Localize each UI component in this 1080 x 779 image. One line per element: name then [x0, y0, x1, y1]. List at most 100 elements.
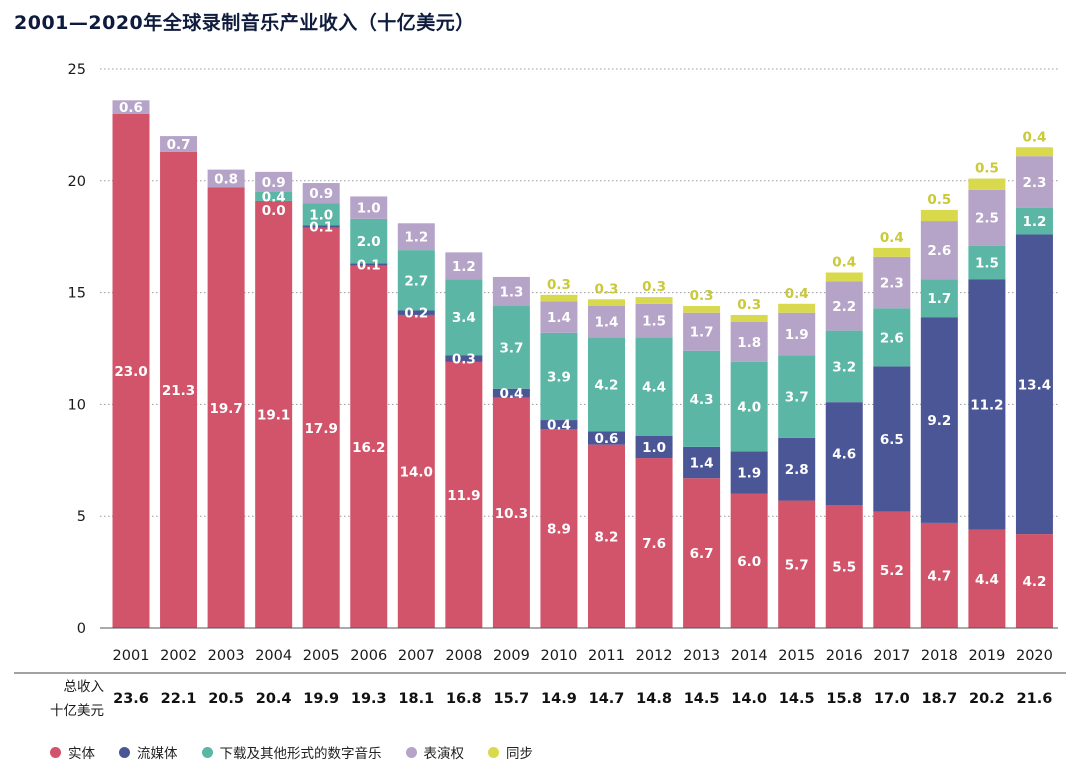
bar-segment	[350, 263, 388, 266]
bar-segment	[588, 299, 625, 307]
data-label: 6.0	[737, 554, 761, 570]
x-tick-label: 2003	[208, 648, 245, 664]
legend-item: 表演权	[405, 742, 465, 762]
bar-segment	[540, 420, 578, 429]
bar-segment	[778, 355, 816, 438]
data-label: 0.6	[595, 431, 619, 447]
bar-segment	[635, 458, 673, 628]
bars	[112, 100, 1053, 629]
data-label: 8.9	[547, 521, 571, 537]
legend-item: 实体	[50, 742, 95, 762]
total-value: 15.7	[494, 691, 530, 707]
total-value: 14.8	[636, 691, 672, 707]
x-tick-label: 2016	[826, 648, 863, 664]
x-tick-label: 2019	[968, 648, 1005, 664]
legend-swatch	[201, 746, 213, 758]
data-label: 2.5	[975, 211, 999, 227]
legend-swatch	[50, 746, 61, 758]
bar-segment	[255, 191, 293, 201]
bar-segment	[730, 493, 768, 628]
total-value: 15.8	[826, 691, 862, 707]
bar-segment	[492, 306, 530, 389]
data-label: 0.0	[262, 203, 286, 219]
bar-segment	[350, 265, 388, 628]
bar-segment	[540, 301, 578, 333]
total-value: 18.1	[398, 691, 434, 707]
total-value: 17.0	[874, 691, 910, 707]
data-label: 2.8	[785, 462, 809, 478]
bar-segment	[255, 171, 293, 192]
bar-segment	[588, 337, 625, 432]
bar-segment	[683, 478, 721, 628]
bar-segment	[873, 511, 911, 628]
data-label: 0.3	[595, 281, 619, 297]
data-label: 16.2	[352, 440, 385, 456]
total-value: 14.5	[779, 691, 815, 707]
bar-segment	[540, 294, 578, 302]
bar-segment	[492, 276, 530, 307]
legend-label: 表演权	[423, 746, 465, 762]
bar-segment	[588, 306, 625, 338]
bar-segment	[635, 303, 673, 338]
data-label: 5.2	[880, 563, 904, 579]
bar-segment	[920, 279, 958, 318]
bar-segment	[588, 444, 625, 628]
data-label: 0.5	[975, 161, 999, 177]
bar-segment	[302, 203, 340, 226]
chart-title: 2001—2020年全球录制音乐产业收入（十亿美元）	[14, 12, 475, 34]
total-value: 18.7	[921, 691, 957, 707]
x-tick-label: 2018	[921, 648, 958, 664]
bar-segment	[825, 330, 863, 403]
data-label: 0.1	[309, 220, 333, 236]
bar-segment	[778, 312, 816, 356]
total-value: 20.5	[208, 691, 244, 707]
data-label: 5.5	[832, 560, 856, 576]
data-label: 11.9	[447, 488, 480, 504]
bar-segment	[302, 183, 340, 204]
data-label: 21.3	[162, 383, 195, 399]
data-label: 0.2	[404, 306, 428, 322]
data-label: 10.3	[495, 506, 528, 522]
total-value: 14.0	[731, 691, 767, 707]
bar-segment	[445, 355, 483, 362]
axes: 0 5 10 15 20 25 2001 2002 2003 2004 2005 2006 2007 20…	[68, 62, 1058, 664]
data-label: 1.2	[404, 230, 428, 246]
x-tick-label: 2008	[445, 648, 482, 664]
bar-segment	[968, 529, 1006, 628]
bar-segment	[207, 187, 245, 628]
data-label: 2.7	[404, 273, 428, 289]
bar-segment	[683, 446, 721, 479]
bar-segment	[730, 451, 768, 494]
data-label: 0.4	[499, 386, 523, 402]
bar-segment	[1015, 207, 1053, 235]
legend-swatch	[488, 746, 499, 758]
bar-segment	[968, 279, 1006, 530]
bar-segment	[588, 431, 625, 445]
data-label: 11.2	[970, 397, 1003, 413]
data-label: 3.2	[832, 359, 856, 375]
data-label: 2.0	[357, 234, 381, 250]
x-tick-label: 2010	[540, 648, 577, 664]
data-label: 0.4	[1022, 129, 1046, 145]
data-label: 6.7	[690, 546, 714, 562]
legend: 实体 流媒体 下载及其他形式的数字音乐 表演权 同步	[50, 742, 557, 762]
bar-segment	[492, 388, 530, 398]
y-tick-label: 5	[77, 509, 86, 525]
data-label: 2.6	[880, 330, 904, 346]
data-label: 0.7	[167, 137, 191, 153]
data-label: 7.6	[642, 536, 666, 552]
bar-segment	[397, 314, 435, 628]
data-label: 0.4	[547, 418, 571, 434]
bar-segment	[778, 303, 816, 313]
data-label: 0.3	[452, 352, 476, 368]
data-label: 0.9	[309, 186, 333, 202]
data-label: 0.6	[119, 100, 143, 116]
legend-label: 同步	[506, 746, 533, 762]
legend-label: 流媒体	[137, 746, 178, 762]
bar-segment	[920, 221, 958, 280]
data-label: 4.3	[690, 392, 714, 408]
data-label: 1.7	[927, 291, 951, 307]
data-label: 3.7	[785, 390, 809, 406]
bar-segment	[207, 169, 245, 188]
